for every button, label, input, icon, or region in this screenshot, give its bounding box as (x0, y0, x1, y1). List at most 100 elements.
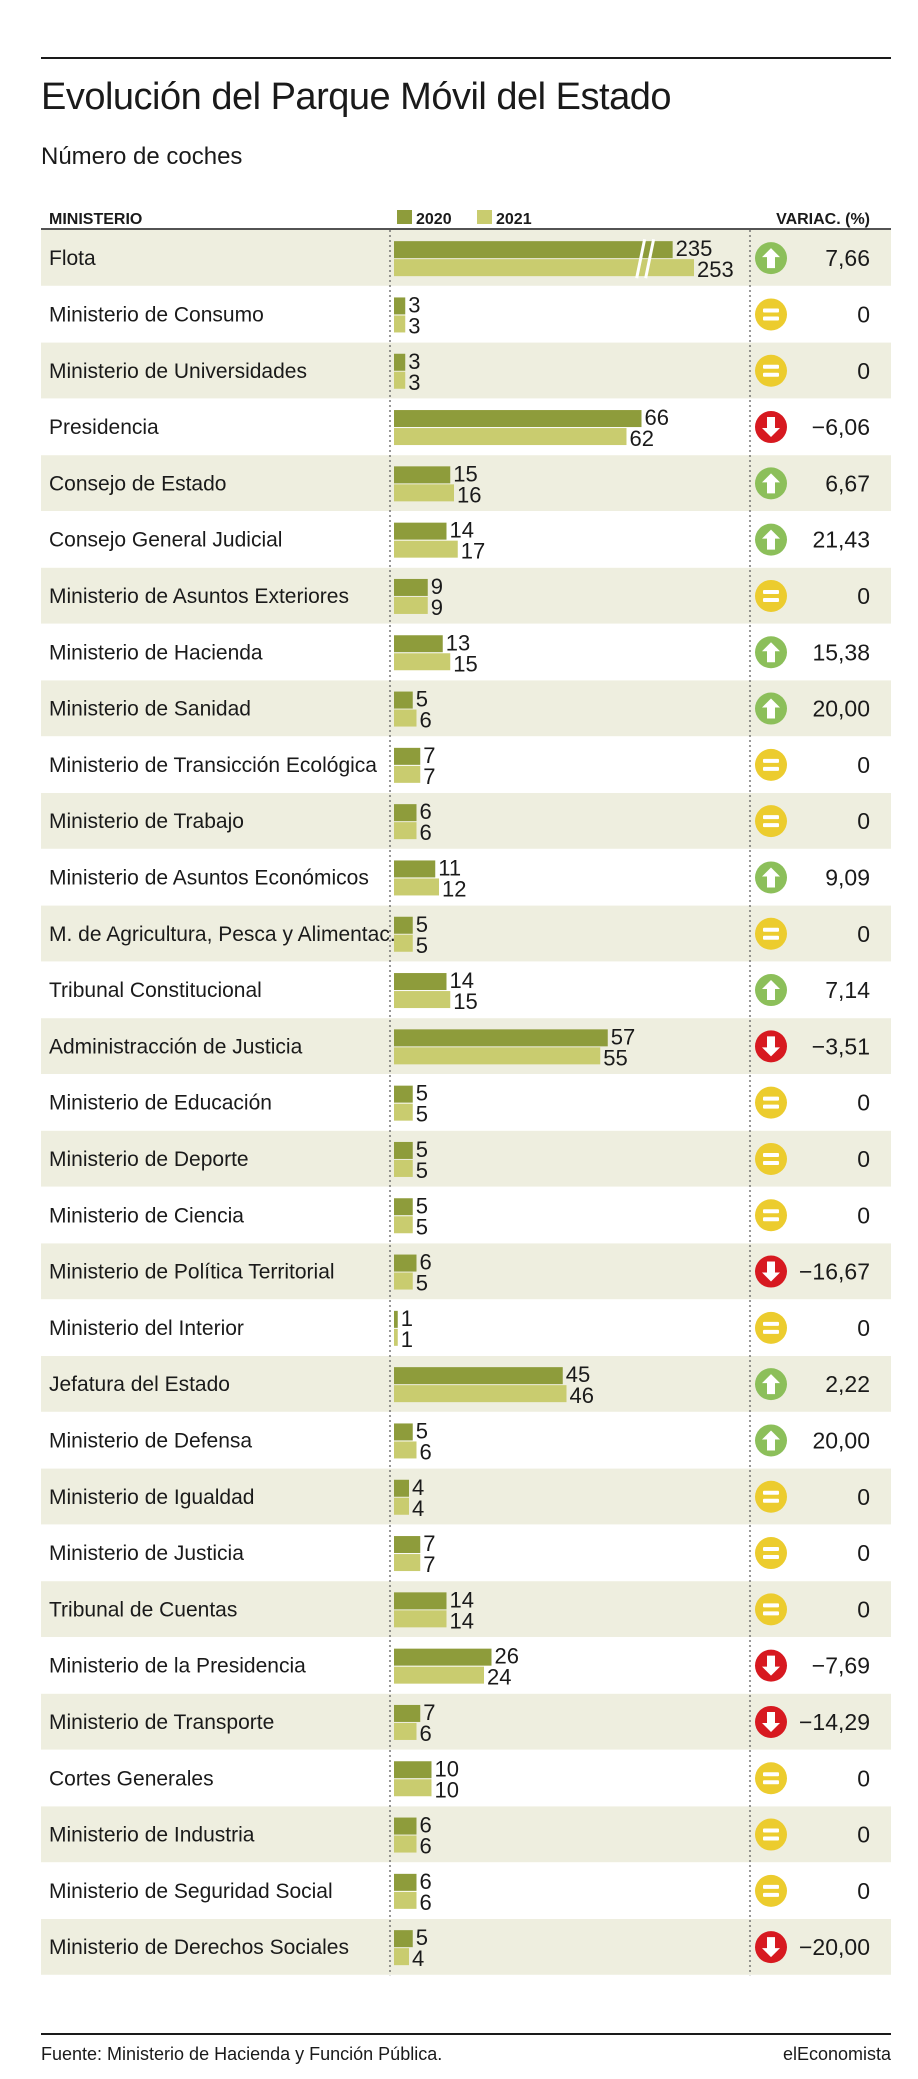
bar-2020 (394, 1648, 492, 1666)
row-label: Ministerio de Industria (49, 1824, 255, 1847)
value-label-2021: 3 (408, 313, 420, 338)
value-label-2020: 7 (423, 743, 435, 768)
row-label: Ministerio de Justicia (49, 1542, 244, 1565)
value-label-2021: 1 (401, 1327, 413, 1352)
value-label-2020: 10 (435, 1756, 459, 1781)
equal-icon (755, 748, 787, 781)
value-label-2021: 15 (453, 651, 477, 676)
row-label: Ministerio de Asuntos Exteriores (49, 585, 349, 608)
value-label-2021: 3 (408, 370, 420, 395)
row-label: Ministerio de Educación (49, 1092, 272, 1115)
table-row: Ministerio de Transicción Ecológica 77 0 (49, 743, 870, 789)
row-label: Cortes Generales (49, 1767, 214, 1790)
value-label-2020: 3 (408, 292, 420, 317)
row-label: Consejo General Judicial (49, 529, 282, 552)
bar-2021 (394, 1948, 409, 1966)
bar-2021 (394, 1103, 413, 1121)
arrow-up-icon (755, 861, 787, 894)
bar-2020 (394, 1310, 398, 1328)
row-label: Ministerio del Interior (49, 1317, 244, 1340)
value-label-2020: 6 (420, 799, 432, 824)
variation-value: 0 (857, 1315, 870, 1341)
bar-2020 (394, 635, 443, 653)
variation-value: 0 (857, 808, 870, 834)
variation-value: 0 (857, 1765, 870, 1791)
equal-icon (755, 1086, 787, 1119)
variation-value: 0 (857, 1202, 870, 1228)
row-stripe (41, 1693, 891, 1750)
bar-2021 (394, 596, 428, 614)
table-row: M. de Agricultura, Pesca y Alimentac. 55 0 (49, 912, 870, 958)
bar-2020 (394, 1873, 417, 1891)
bar-2021 (394, 1666, 484, 1684)
value-label-2021: 4 (412, 1946, 424, 1971)
bar-2020 (394, 1254, 417, 1272)
variation-value: 0 (857, 1596, 870, 1622)
axis-break-mark (635, 238, 656, 279)
variation-value: 0 (857, 1484, 870, 1510)
value-label-2020: 5 (416, 1137, 428, 1162)
row-label: Ministerio de Hacienda (49, 641, 263, 664)
bar-2021 (394, 1497, 409, 1515)
top-rule (41, 57, 891, 59)
value-label-2020: 9 (431, 574, 443, 599)
value-label-2020: 14 (450, 518, 474, 543)
arrow-down-icon (755, 1931, 787, 1964)
equal-icon (755, 354, 787, 387)
bar-chart: MINISTERIO 2020 2021 VARIAC. (%) Flota 235253… (41, 210, 891, 1976)
table-row: Ministerio de Ciencia 55 0 (49, 1193, 870, 1239)
row-stripe (41, 567, 891, 624)
equal-icon (755, 917, 787, 950)
bar-2021 (394, 1272, 413, 1290)
value-label-2021: 253 (697, 257, 734, 282)
value-label-2020: 7 (423, 1531, 435, 1556)
row-label: Tribunal Constitucional (49, 979, 262, 1002)
bar-2021 (394, 765, 421, 783)
value-label-2020: 11 (438, 855, 461, 880)
value-label-2021: 5 (416, 1271, 428, 1296)
bar-2021 (394, 1216, 413, 1234)
row-label: Ministerio de Ciencia (49, 1204, 244, 1227)
variation-value: 21,43 (812, 527, 870, 553)
variation-value: 20,00 (812, 1427, 870, 1453)
variation-value: 0 (857, 301, 870, 327)
source-note: Fuente: Ministerio de Hacienda y Función… (41, 2044, 443, 2064)
value-label-2021: 6 (420, 1721, 432, 1746)
table-row: Ministerio de Consumo 33 0 (49, 292, 870, 338)
variation-value: 6,67 (825, 470, 870, 496)
bar-2020 (394, 1761, 432, 1779)
value-label-2021: 55 (603, 1045, 627, 1070)
bar-2020 (394, 353, 406, 371)
value-label-2021: 6 (420, 1834, 432, 1859)
equal-icon (755, 1593, 787, 1626)
arrow-up-icon (755, 974, 787, 1007)
bar-2020 (394, 1423, 413, 1441)
bar-2021 (394, 484, 454, 502)
bar-2021 (394, 1722, 417, 1740)
row-stripe (41, 1468, 891, 1525)
table-row: Ministerio de Justicia 77 0 (49, 1531, 870, 1577)
bar-2021 (394, 934, 413, 952)
table-row: Ministerio de Seguridad Social 66 0 (49, 1869, 870, 1915)
variation-value: 0 (857, 1822, 870, 1848)
row-stripe (41, 1919, 891, 1975)
value-label-2020: 57 (611, 1024, 635, 1049)
bar-2021 (394, 709, 417, 727)
value-label-2021: 62 (630, 426, 654, 451)
variation-value: 0 (857, 358, 870, 384)
variation-value: −20,00 (799, 1934, 870, 1960)
variation-value: 20,00 (812, 696, 870, 722)
value-label-2020: 5 (416, 912, 428, 937)
bar-2020 (394, 1930, 413, 1948)
bar-2021 (394, 371, 406, 389)
row-stripe (41, 455, 891, 511)
value-label-2020: 5 (416, 687, 428, 712)
row-label: Ministerio de Consumo (49, 303, 264, 326)
